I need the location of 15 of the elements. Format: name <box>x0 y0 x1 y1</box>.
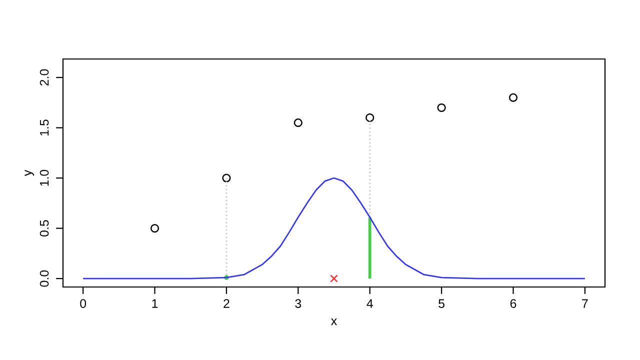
x-axis-title: x <box>331 318 337 326</box>
y-tick-label: 1.0 <box>40 170 49 186</box>
x-tick-label: 1 <box>152 299 158 308</box>
x-tick-label: 2 <box>224 299 230 308</box>
y-tick-label: 2.0 <box>40 69 49 86</box>
x-tick-label: 7 <box>582 299 588 308</box>
x-tick-label: 5 <box>438 299 444 308</box>
y-tick-label: 0.0 <box>40 270 49 287</box>
x-tick-label: 0 <box>80 299 86 308</box>
y-tick-label: 1.5 <box>40 120 49 136</box>
y-tick-label: 0.5 <box>40 220 49 236</box>
x-tick-label: 3 <box>295 299 302 308</box>
x-tick-label: 4 <box>366 299 373 308</box>
y-axis-title: y <box>24 170 34 176</box>
x-tick-label: 6 <box>510 299 516 308</box>
